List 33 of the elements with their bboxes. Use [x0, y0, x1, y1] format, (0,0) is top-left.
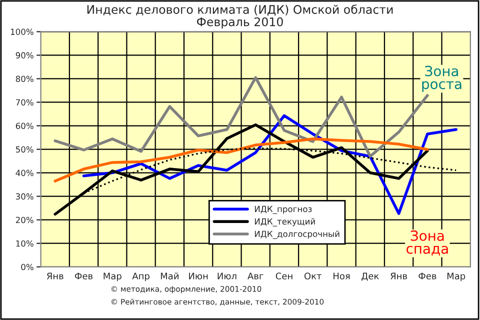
y-tick-label: 0% — [21, 264, 34, 270]
y-tick-label: 30% — [16, 193, 34, 200]
y-tick-label: 50% — [16, 146, 34, 153]
x-tick-label: Фев — [74, 272, 93, 280]
x-tick-label: Янв — [46, 272, 64, 280]
chart-title: Индекс делового климата (ИДК) Омской области Февраль 2010 — [87, 4, 393, 29]
y-tick-label: 80% — [16, 76, 34, 82]
y-tick-label: 20% — [16, 216, 34, 224]
x-tick-label: Май — [160, 272, 178, 280]
y-tick-label: 70% — [16, 99, 34, 106]
x-tick-label: Мар — [104, 272, 122, 282]
y-tick-label: 90% — [16, 52, 34, 58]
x-tick-label: Авг — [248, 272, 264, 280]
x-tick-label: Янв — [390, 272, 408, 280]
x-tick-label: Ноя — [334, 272, 350, 280]
y-tick-label: 100% — [10, 28, 34, 35]
y-tick-label: 60% — [16, 122, 34, 130]
y-tick-label: 10% — [16, 240, 34, 247]
x-tick-label: Окт — [304, 272, 322, 280]
legend-label: ИДК_текущий — [254, 218, 315, 226]
x-tick-label: Сен — [276, 272, 292, 280]
x-tick-label: Дек — [362, 272, 379, 281]
line-series — [54, 138, 429, 182]
legend-label: ИДК_прогноз — [254, 206, 312, 214]
annotation: Зона роста — [422, 66, 462, 92]
x-tick-label: Апр — [132, 272, 150, 282]
y-tick-label: 40% — [16, 170, 34, 176]
x-tick-label: Июл — [218, 272, 236, 280]
x-tick-label: Фев — [418, 272, 436, 280]
x-tick-label: Июн — [189, 272, 208, 280]
annotation: Зона спада — [406, 230, 448, 256]
legend-label: ИДК_долгосрочный — [254, 230, 340, 239]
x-tick-label: Мар — [447, 272, 466, 282]
